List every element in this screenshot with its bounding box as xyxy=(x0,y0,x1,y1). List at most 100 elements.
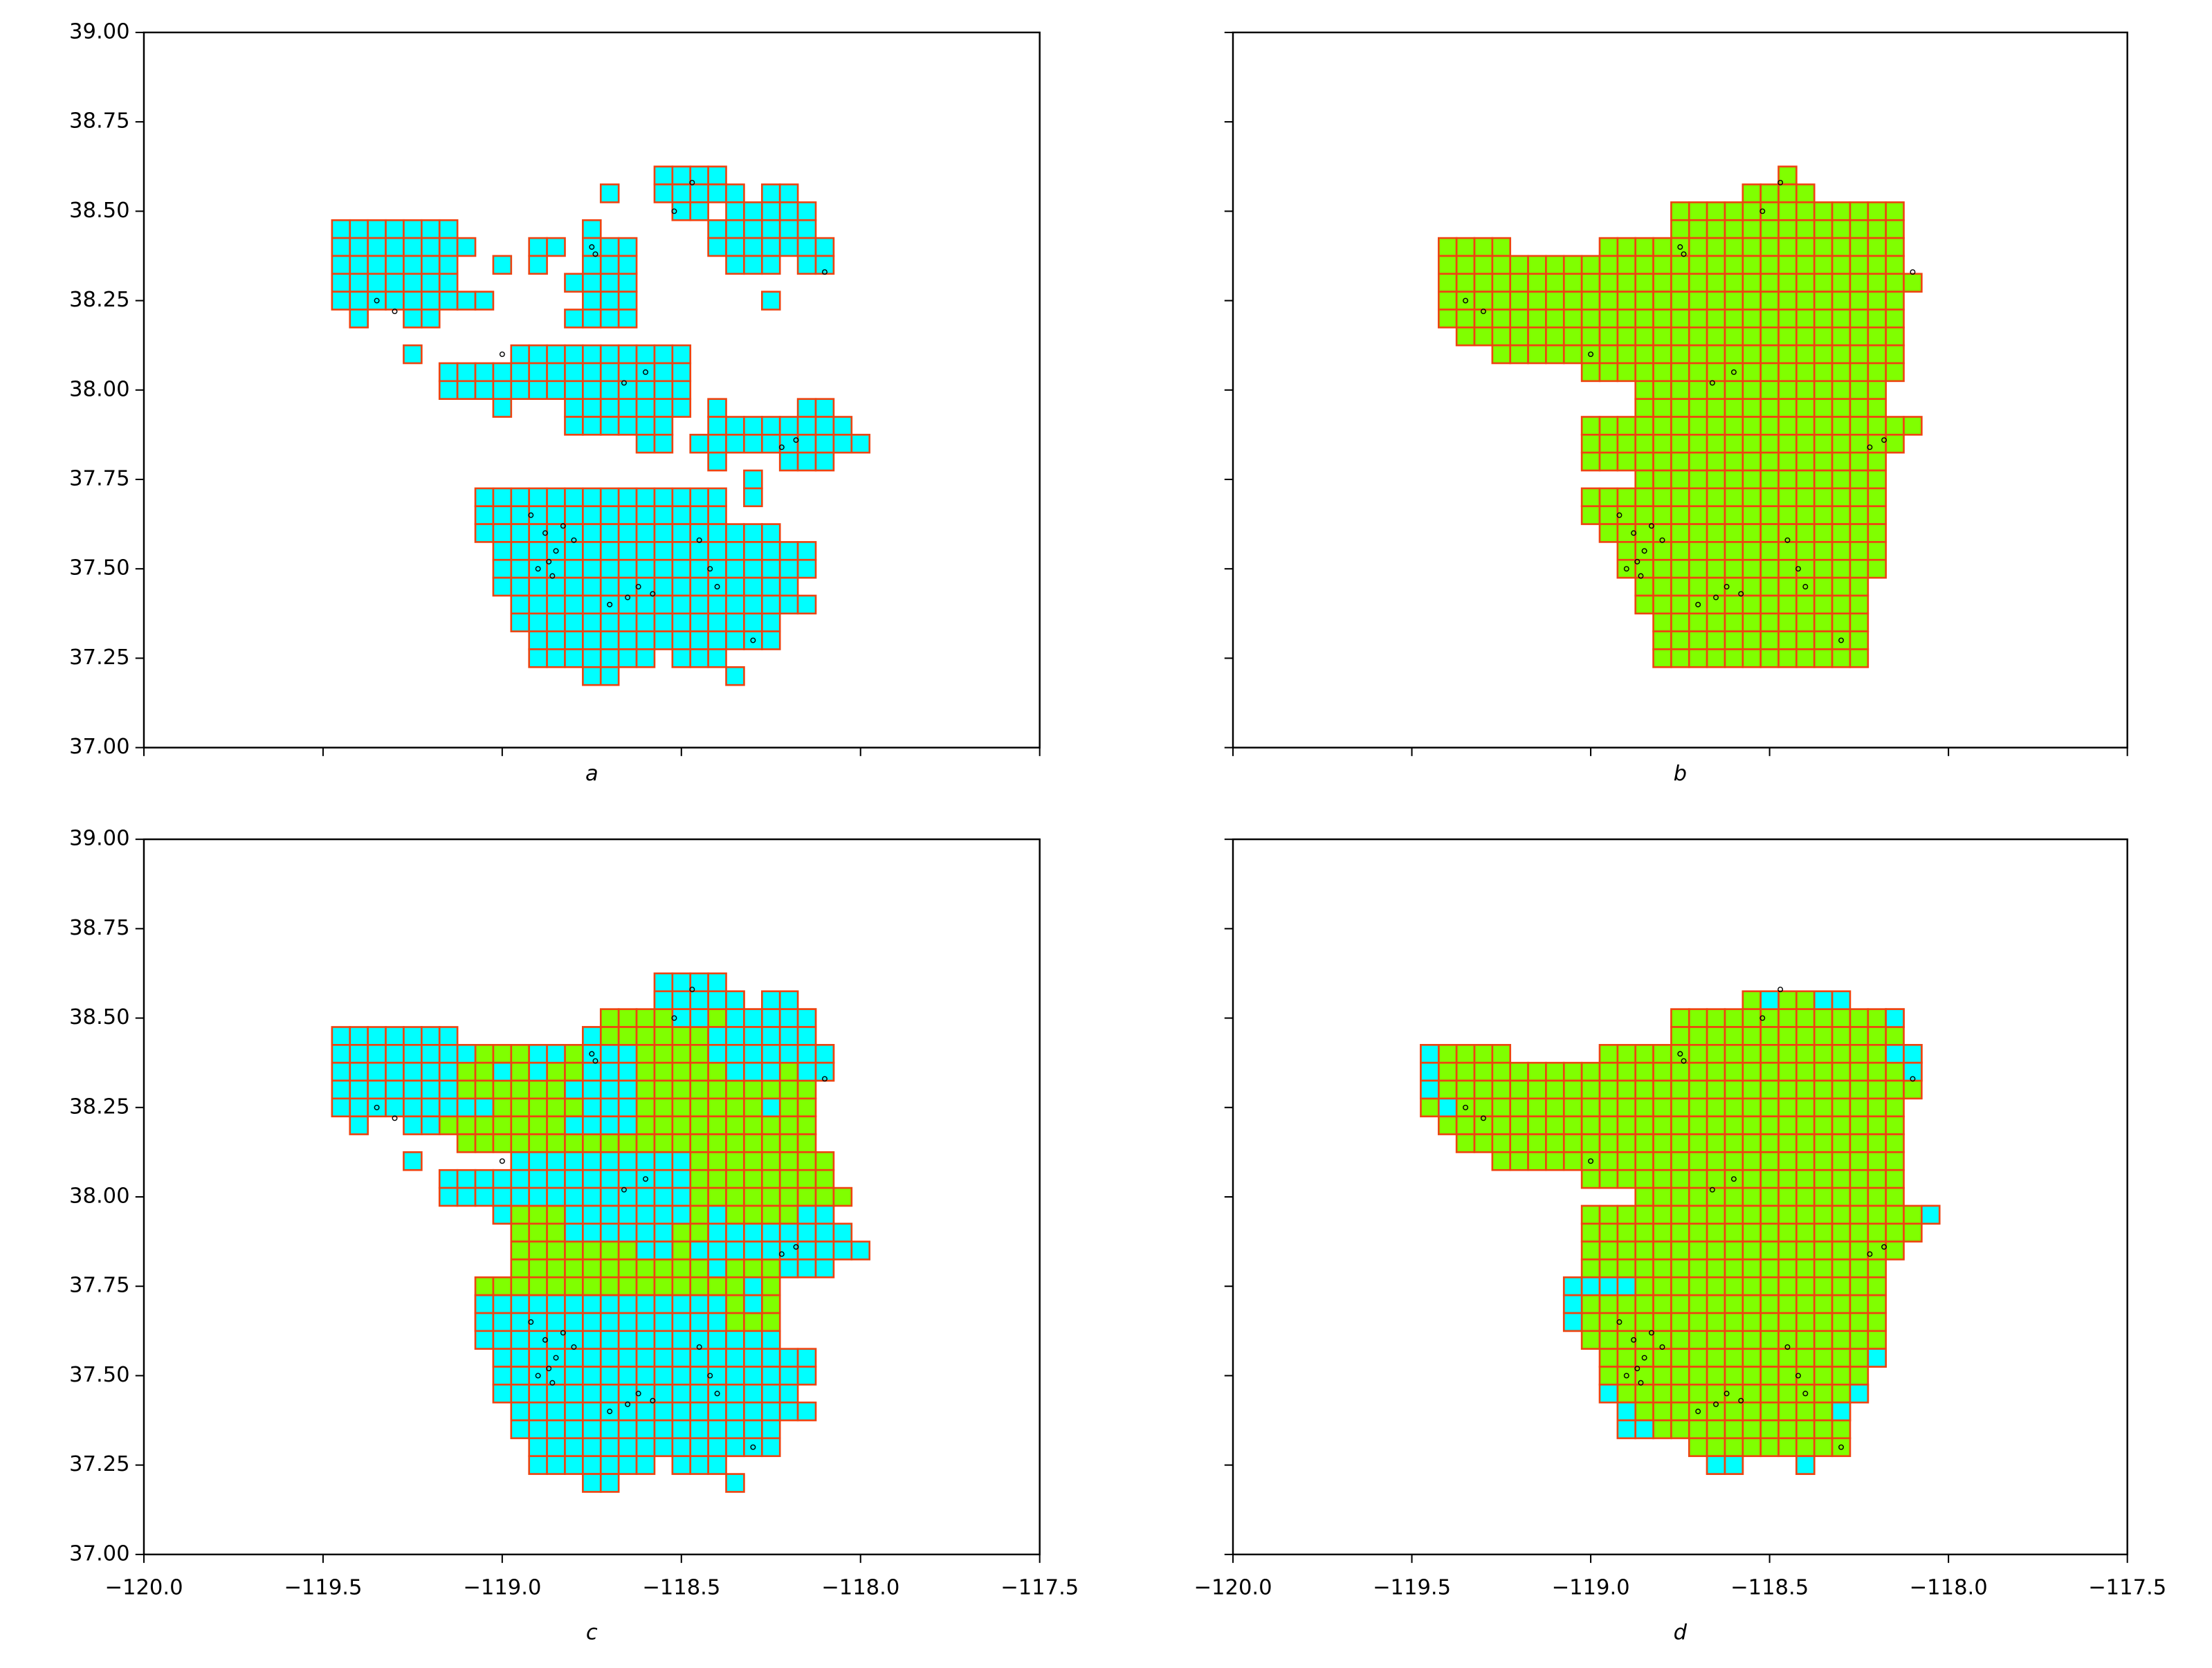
grid-cell xyxy=(1455,1044,1476,1064)
grid-cell xyxy=(1813,362,1834,383)
grid-cell xyxy=(1598,1079,1619,1100)
grid-cell xyxy=(617,416,638,436)
grid-cell xyxy=(1813,558,1834,579)
grid-cell xyxy=(1795,273,1816,293)
grid-cell xyxy=(1455,1097,1476,1118)
grid-cell xyxy=(1831,1222,1852,1243)
event-point xyxy=(571,1344,577,1350)
event-point xyxy=(392,1115,398,1121)
grid-cell xyxy=(725,1240,745,1261)
grid-cell xyxy=(707,451,727,472)
grid-cell xyxy=(1867,291,1887,311)
grid-cell xyxy=(814,1204,835,1225)
grid-cell xyxy=(1580,362,1601,383)
event-point xyxy=(528,1319,534,1325)
grid-cell xyxy=(796,434,817,454)
grid-cell xyxy=(528,1151,548,1171)
grid-cell xyxy=(1759,1097,1780,1118)
event-point xyxy=(542,530,548,536)
grid-cell xyxy=(1670,362,1690,383)
grid-cell xyxy=(653,594,674,615)
grid-cell xyxy=(1724,648,1744,668)
grid-cell xyxy=(349,237,369,257)
event-point xyxy=(625,594,631,601)
grid-cell xyxy=(1759,416,1780,436)
grid-cell xyxy=(1777,1133,1798,1153)
grid-cell xyxy=(1580,326,1601,347)
grid-cell xyxy=(599,1366,620,1386)
event-point xyxy=(392,309,398,315)
grid-cell xyxy=(1724,1258,1744,1279)
grid-cell xyxy=(564,1079,584,1100)
grid-cell xyxy=(617,1079,638,1100)
grid-cell xyxy=(1652,1151,1672,1171)
grid-cell xyxy=(689,1186,709,1207)
subplot: −120.0 −119.5 −119.0 −118.5 −118.0 −117.5d xyxy=(1194,838,2166,1645)
grid-cell xyxy=(1885,201,1905,221)
grid-cell xyxy=(1652,576,1672,597)
grid-cell xyxy=(1759,505,1780,525)
grid-cell xyxy=(1759,451,1780,472)
grid-cell xyxy=(671,1061,692,1082)
grid-cell xyxy=(1742,380,1762,401)
grid-cell xyxy=(1742,558,1762,579)
grid-cell xyxy=(582,1097,602,1118)
grid-cell xyxy=(349,1061,369,1082)
grid-cell xyxy=(1795,416,1816,436)
grid-cell xyxy=(421,1097,441,1118)
grid-cell xyxy=(1813,291,1834,311)
grid-cell xyxy=(1652,1061,1672,1082)
grid-cell xyxy=(582,594,602,615)
grid-cell xyxy=(617,1437,638,1458)
event-point xyxy=(1784,1344,1791,1350)
grid-cell xyxy=(1706,505,1726,525)
grid-cell xyxy=(1670,451,1690,472)
grid-cell xyxy=(421,1061,441,1082)
grid-cell xyxy=(1759,576,1780,597)
grid-cell xyxy=(1849,1168,1870,1189)
event-point xyxy=(1838,637,1844,643)
grid-cell xyxy=(1545,255,1565,275)
grid-cell xyxy=(582,237,602,257)
grid-cell xyxy=(778,1115,799,1135)
event-point xyxy=(528,512,534,518)
grid-cell xyxy=(1670,576,1690,597)
grid-cell xyxy=(1885,344,1905,365)
grid-cell xyxy=(850,1240,871,1261)
grid-cell xyxy=(1759,1222,1780,1243)
grid-cell xyxy=(707,183,727,203)
grid-cell xyxy=(528,1276,548,1296)
grid-cell xyxy=(1867,273,1887,293)
grid-cell xyxy=(635,1079,656,1100)
grid-cell xyxy=(689,990,709,1010)
grid-cell xyxy=(1616,1097,1637,1118)
grid-cell xyxy=(814,255,835,275)
grid-cell xyxy=(1706,1419,1726,1440)
event-point xyxy=(671,1015,677,1021)
grid-cell xyxy=(743,594,763,615)
grid-cell xyxy=(707,1204,727,1225)
grid-cell xyxy=(1509,1079,1529,1100)
grid-cell xyxy=(1742,1133,1762,1153)
grid-cell xyxy=(1562,1151,1583,1171)
grid-cell xyxy=(349,1115,369,1135)
grid-cell xyxy=(1903,1222,1923,1243)
grid-cell xyxy=(725,1276,745,1296)
grid-cell xyxy=(1437,237,1458,257)
grid-cell xyxy=(1742,576,1762,597)
grid-cell xyxy=(1598,1133,1619,1153)
grid-cell xyxy=(1509,326,1529,347)
grid-cell xyxy=(546,1312,566,1332)
grid-cell xyxy=(760,1276,781,1296)
grid-cell xyxy=(653,1186,674,1207)
grid-cell xyxy=(1759,558,1780,579)
grid-cell xyxy=(582,1168,602,1189)
grid-cell xyxy=(689,612,709,632)
grid-cell xyxy=(1706,576,1726,597)
event-point xyxy=(643,369,648,375)
grid-cell xyxy=(1455,326,1476,347)
grid-cell xyxy=(564,1061,584,1082)
grid-cell xyxy=(635,1401,656,1422)
y-tick-label: 39.00 xyxy=(69,19,130,44)
grid-cell xyxy=(1903,1061,1923,1082)
